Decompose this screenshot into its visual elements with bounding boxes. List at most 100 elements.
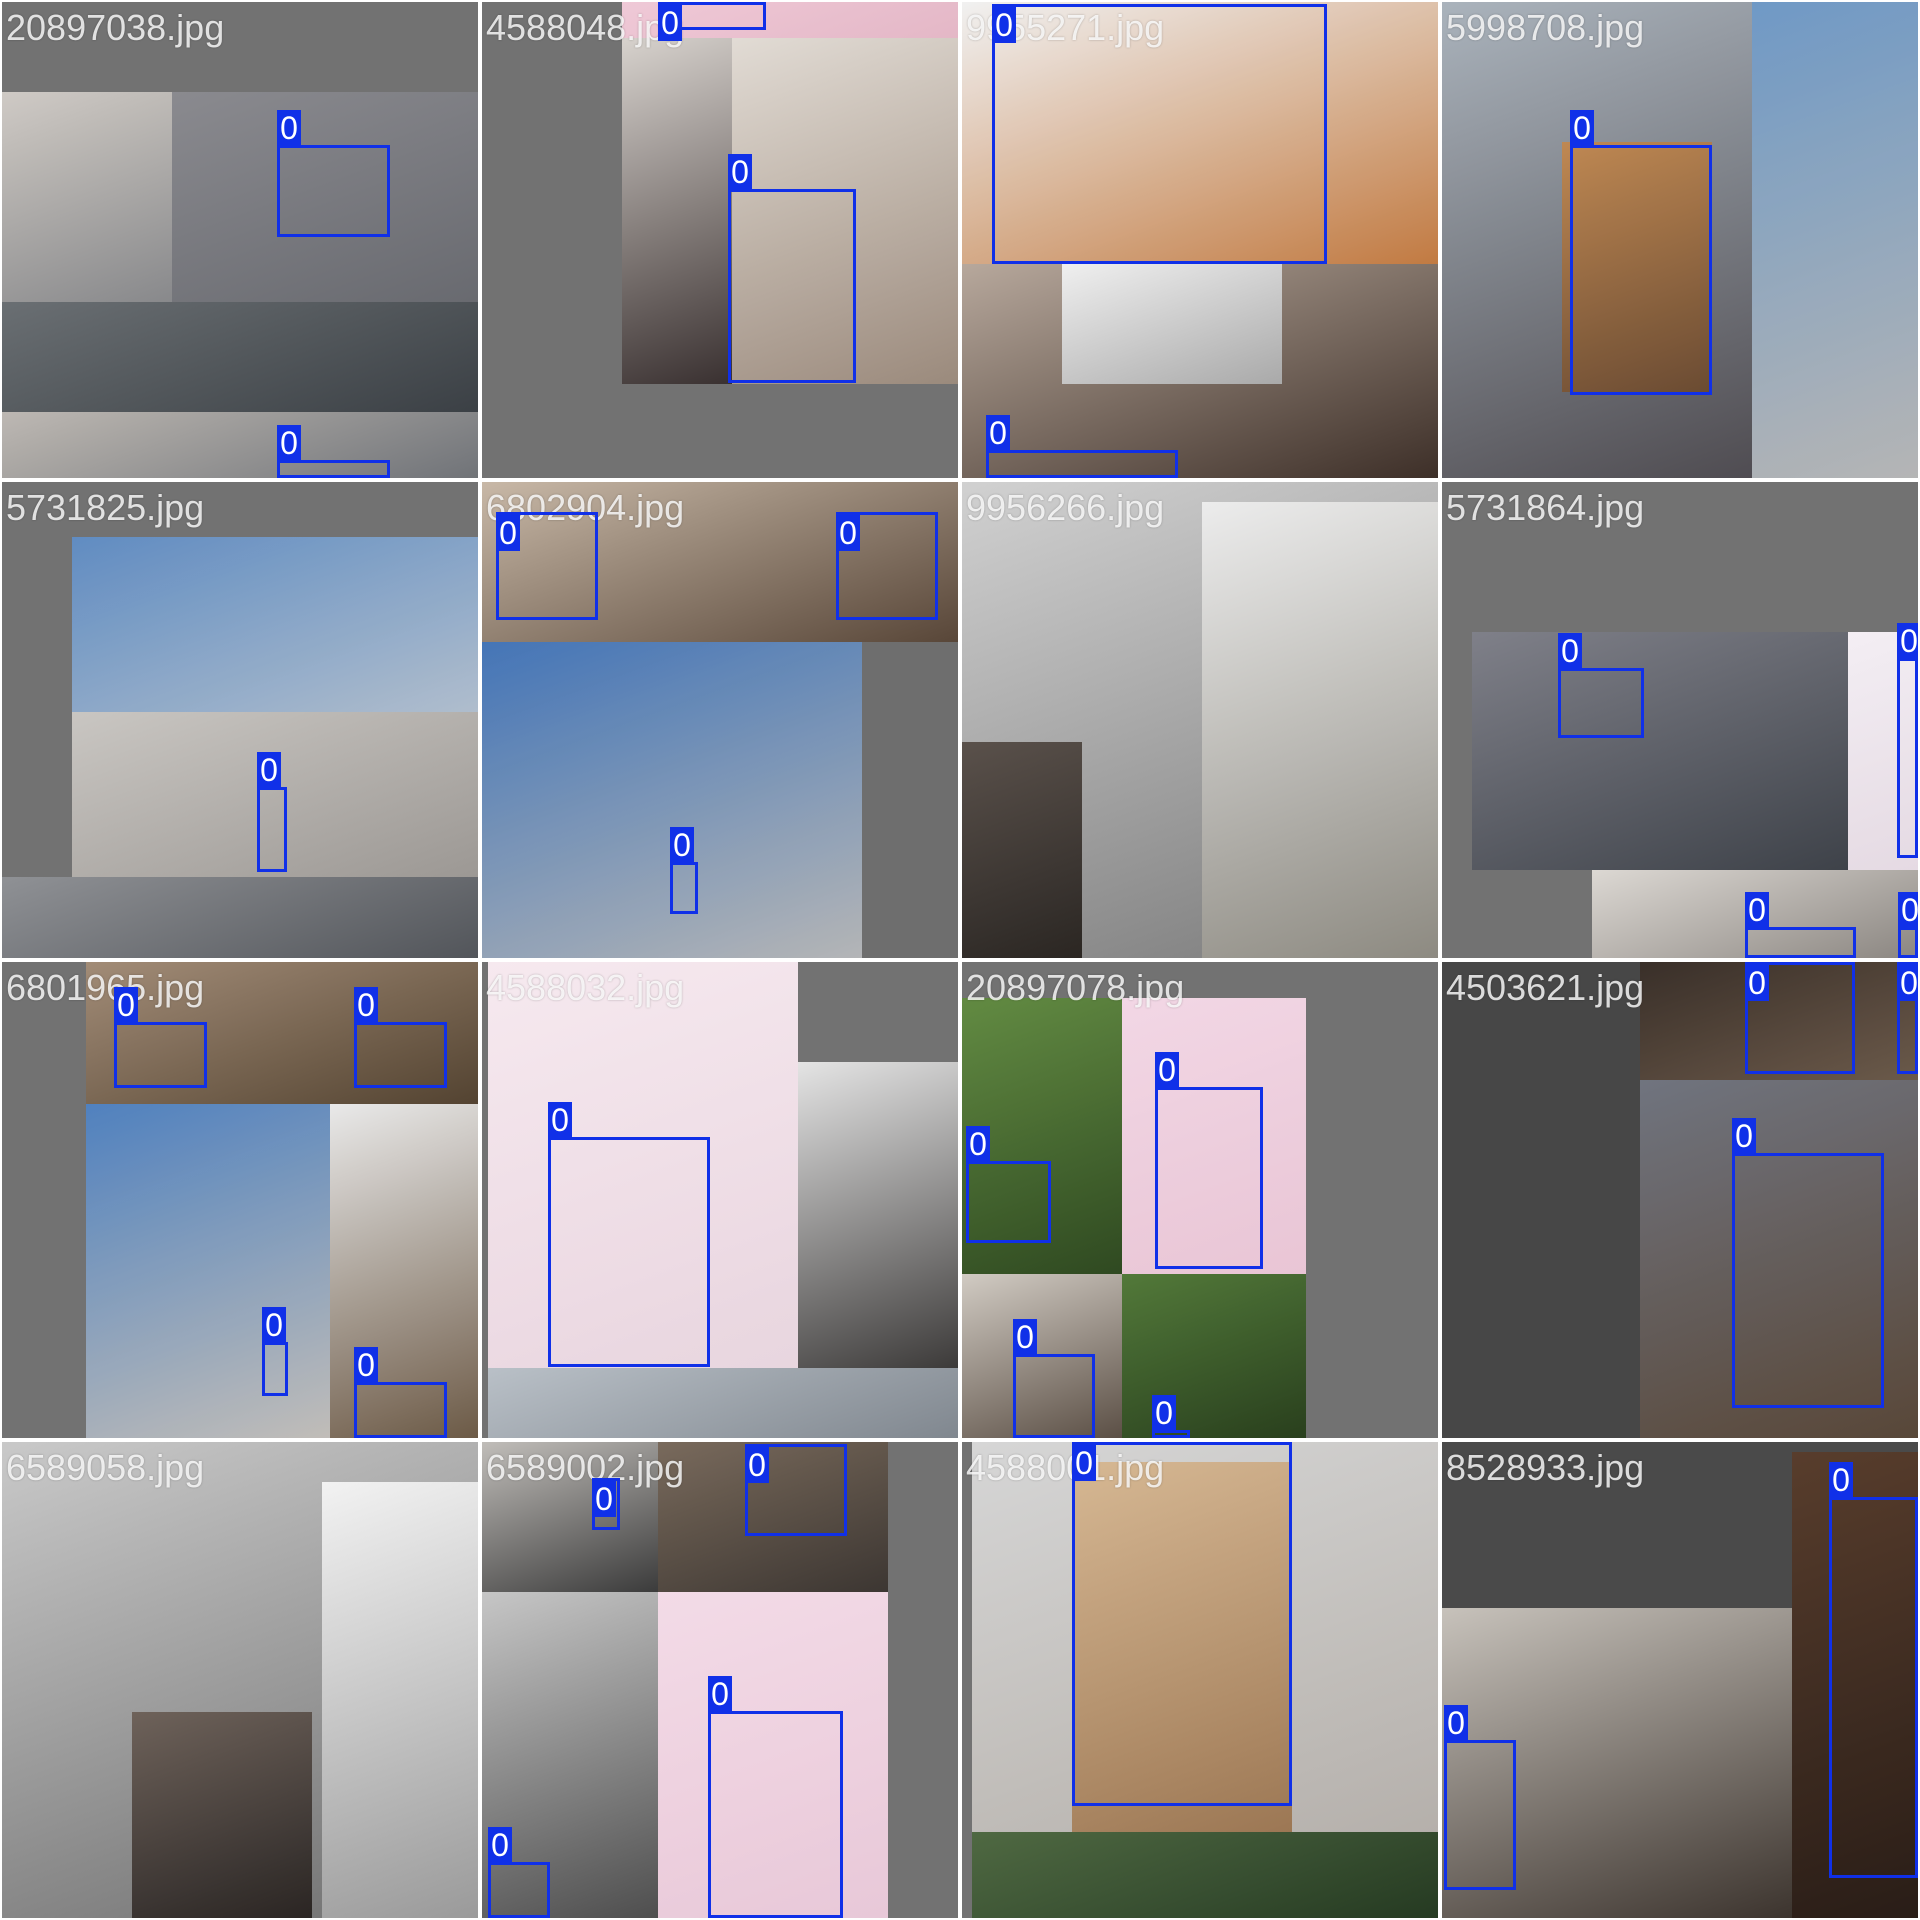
bounding-box-label: 0: [670, 827, 694, 863]
photo-region: [1122, 1274, 1306, 1438]
photo-region: [322, 1482, 478, 1918]
bounding-box-label: 0: [114, 987, 138, 1023]
bounding-box-label: 0: [548, 1102, 572, 1138]
bounding-box: 0: [1898, 892, 1918, 958]
photo-region: [1202, 502, 1438, 958]
mosaic-tile: 20897078.jpg 0 0 0 0: [962, 962, 1438, 1438]
image-filename: 20897038.jpg: [6, 7, 225, 48]
bounding-box-label: 0: [1745, 965, 1769, 1001]
bounding-box: 0: [1897, 623, 1918, 858]
photo-region: [962, 2, 1438, 264]
bounding-box-label: 0: [592, 1481, 616, 1517]
photo-region: [1848, 632, 1918, 870]
bounding-box-label: 0: [488, 1827, 512, 1863]
bounding-box: 0: [277, 110, 390, 237]
bounding-box: 0: [262, 1307, 288, 1396]
bounding-box-label: 0: [836, 515, 860, 551]
bounding-box: 0: [1745, 892, 1856, 958]
bounding-box-label: 0: [1570, 110, 1594, 146]
bounding-box: 0: [592, 1478, 620, 1530]
photo-region: [862, 642, 958, 958]
bounding-box: 0: [257, 752, 287, 872]
bounding-box-label: 0: [1732, 1118, 1756, 1154]
bounding-box-label: 0: [992, 7, 1016, 43]
bounding-box-label: 0: [1897, 623, 1918, 659]
mosaic-tile: 9955271.jpg 0 0: [962, 2, 1438, 478]
image-filename: 5731825.jpg: [6, 487, 205, 528]
photo-region: [86, 962, 478, 1104]
bounding-box: 0: [354, 987, 447, 1088]
bounding-box: 0: [745, 1444, 847, 1536]
bounding-box-label: 0: [496, 515, 520, 551]
bounding-box: 0: [986, 415, 1178, 478]
image-filename: 5731864.jpg: [1446, 487, 1645, 528]
bounding-box: 0: [992, 4, 1327, 264]
photo-region: [798, 1062, 958, 1368]
bounding-box-label: 0: [966, 1126, 990, 1162]
photo-region: [488, 1368, 958, 1438]
bounding-box-label: 0: [1155, 1052, 1179, 1088]
photo-region: [72, 712, 478, 877]
bounding-box-label: 0: [257, 752, 281, 788]
photo-region: [482, 1442, 658, 1592]
mosaic-tile: 9956266.jpg: [962, 482, 1438, 958]
photo-region: [658, 1592, 888, 1918]
photo-region: [2, 302, 478, 412]
bounding-box-label: 0: [708, 1676, 732, 1712]
bounding-box: 0: [1072, 1442, 1292, 1806]
bounding-box-label: 0: [354, 1347, 378, 1383]
bounding-box: 0: [277, 425, 390, 478]
photo-region: [658, 1442, 888, 1592]
photo-region: [1072, 1462, 1292, 1832]
bounding-box-label: 0: [1745, 892, 1769, 928]
bounding-box: 0: [1732, 1118, 1884, 1408]
photo-region: [2, 412, 478, 478]
bounding-box: 0: [1155, 1052, 1263, 1269]
bounding-box: 0: [966, 1126, 1051, 1243]
mosaic-tile: 5731825.jpg 0: [2, 482, 478, 958]
bounding-box-label: 0: [1072, 1445, 1096, 1481]
bounding-box-label: 0: [262, 1307, 286, 1343]
mosaic-tile: 5731864.jpg 0 0 0 0: [1442, 482, 1918, 958]
mosaic-tile: 5998708.jpg 0: [1442, 2, 1918, 478]
photo-region: [1062, 264, 1282, 384]
mosaic-tile: 4588032.jpg 0: [482, 962, 958, 1438]
photo-region: [962, 742, 1082, 958]
bounding-box-label: 0: [354, 987, 378, 1023]
photo-region: [1640, 962, 1918, 1080]
mosaic-tile: 4588048.jpg 0 0: [482, 2, 958, 478]
bounding-box: 0: [354, 1347, 447, 1438]
bounding-box-label: 0: [1558, 633, 1582, 669]
photo-region: [86, 1104, 330, 1438]
photo-region: [1640, 1080, 1918, 1438]
bounding-box: 0: [1570, 110, 1712, 395]
bounding-box-label: 0: [1152, 1395, 1176, 1431]
photo-region: [2, 877, 478, 958]
bounding-box-label: 0: [986, 415, 1010, 451]
photo-region: [1122, 998, 1306, 1274]
mosaic-tile: 8528933.jpg 0 0: [1442, 1442, 1918, 1918]
photo-region: [1752, 2, 1918, 478]
bounding-box-label: 0: [277, 110, 301, 146]
bounding-box: 0: [114, 987, 207, 1088]
bounding-box: 0: [670, 827, 698, 914]
photo-region: [972, 1832, 1438, 1918]
mosaic-tile: 6801965.jpg 0 0 0 0: [2, 962, 478, 1438]
mosaic-tile: 6589058.jpg: [2, 1442, 478, 1918]
bounding-box: 0: [1013, 1319, 1095, 1438]
mosaic-tile: 4588001.jpg 0: [962, 1442, 1438, 1918]
bounding-box-label: 0: [1444, 1705, 1468, 1741]
mosaic-tile: 4503621.jpg 0 0 0: [1442, 962, 1918, 1438]
bounding-box-label: 0: [277, 425, 301, 461]
photo-region: [622, 38, 732, 384]
bounding-box: 0: [1829, 1462, 1918, 1878]
bounding-box-label: 0: [658, 5, 682, 41]
bounding-box-label: 0: [1013, 1319, 1037, 1355]
bounding-box: 0: [496, 512, 598, 620]
bounding-box-label: 0: [1898, 892, 1918, 928]
bounding-box: 0: [1745, 962, 1855, 1074]
photo-region: [1472, 632, 1848, 870]
bounding-box: 0: [1152, 1395, 1190, 1438]
bounding-box: 0: [728, 154, 856, 383]
